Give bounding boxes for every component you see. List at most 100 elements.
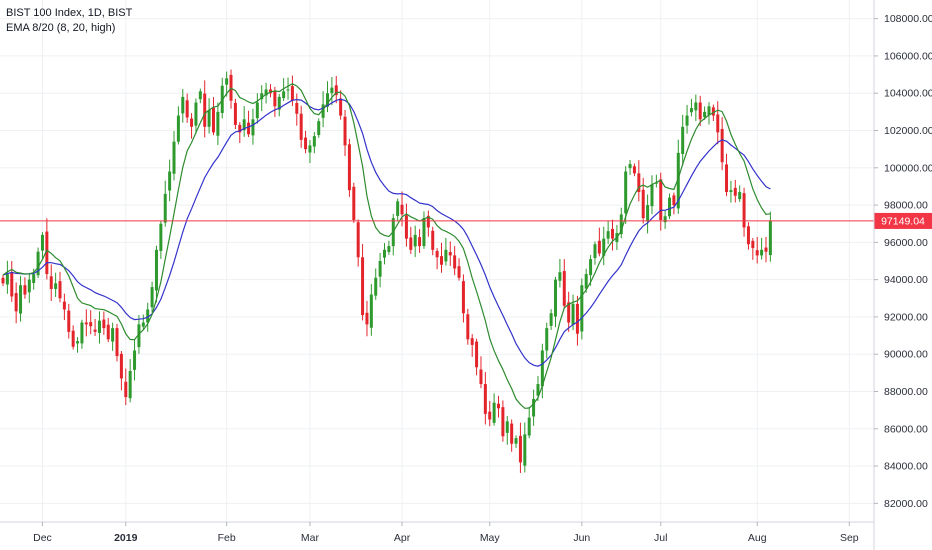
price-tick-label: 88000.00 [884, 386, 928, 398]
candle [755, 236, 759, 264]
candle [672, 192, 676, 215]
candle [378, 252, 382, 288]
candle [611, 219, 615, 251]
candle [391, 214, 395, 256]
candle [242, 106, 246, 137]
candle [593, 241, 597, 265]
candle [299, 105, 303, 148]
candle [580, 278, 584, 340]
candle [286, 77, 290, 100]
date-tick-label: Feb [218, 532, 236, 544]
candle [27, 272, 31, 303]
candle [23, 277, 27, 299]
date-tick-label: Jun [573, 532, 590, 544]
candle [554, 276, 558, 328]
candle [681, 114, 685, 166]
candle [67, 303, 71, 339]
price-tick-label: 100000.00 [884, 162, 932, 174]
candle [190, 113, 194, 139]
candle [194, 98, 198, 134]
candle [540, 343, 544, 399]
candle [141, 314, 145, 330]
candle [646, 194, 650, 234]
date-tick-label: Mar [301, 532, 320, 544]
candle [347, 138, 351, 197]
candle [404, 203, 408, 247]
candle [382, 243, 386, 265]
candle [602, 226, 606, 266]
candle [746, 222, 750, 250]
candle [663, 210, 667, 229]
candle [505, 415, 509, 445]
ema-20-line [2, 98, 771, 367]
candle [523, 422, 527, 473]
candle [606, 220, 610, 245]
candle [453, 246, 457, 276]
candle [628, 159, 632, 175]
candle [418, 229, 422, 253]
candle [707, 102, 711, 125]
candle [238, 122, 242, 143]
candle [124, 368, 128, 406]
candle [330, 76, 334, 106]
candle [440, 242, 443, 273]
candle [501, 400, 505, 442]
symbol-title[interactable]: BIST 100 Index, 1D, BIST [6, 7, 133, 19]
date-tick-label: Aug [748, 532, 767, 544]
candle [268, 84, 272, 98]
candle [36, 247, 40, 278]
candle [71, 325, 75, 350]
candle [369, 283, 373, 336]
candle [720, 117, 724, 171]
candle [545, 322, 549, 359]
candle [742, 187, 746, 237]
candle [760, 237, 764, 260]
candle [111, 322, 115, 351]
candle [10, 261, 14, 302]
candle [589, 255, 593, 286]
candle [308, 140, 312, 164]
candle [738, 185, 742, 202]
candle [54, 272, 58, 297]
candle [45, 218, 49, 280]
candle [49, 264, 53, 301]
candle [527, 406, 531, 439]
candle [76, 337, 80, 353]
candle [304, 130, 308, 154]
candle [374, 268, 378, 300]
date-tick-label: May [480, 532, 501, 544]
candle [637, 160, 641, 202]
candle [216, 102, 220, 146]
candle [282, 78, 286, 101]
candle [549, 309, 553, 330]
candle [751, 238, 755, 260]
grid [0, 0, 874, 522]
date-tick-label: Jul [654, 532, 667, 544]
candle [150, 281, 154, 313]
candle [532, 389, 536, 426]
candle [273, 86, 277, 117]
candle [488, 401, 492, 427]
price-tick-label: 104000.00 [884, 88, 932, 100]
candle [466, 308, 470, 345]
candle [62, 293, 66, 321]
indicator-label[interactable]: EMA 8/20 (8, 20, high) [6, 22, 116, 34]
time-axis[interactable]: Dec 2019 Feb Mar Apr May Jun Jul Aug Sep [33, 522, 859, 544]
candle [312, 131, 316, 154]
candle [80, 319, 84, 349]
candle [185, 93, 189, 123]
candle [84, 309, 88, 337]
price-tick-label: 92000.00 [884, 311, 928, 323]
candle [339, 90, 343, 120]
candle [457, 258, 461, 281]
candle [317, 118, 321, 138]
candle [334, 76, 338, 104]
candle [575, 295, 579, 346]
candles [1, 69, 772, 473]
candle [115, 324, 119, 362]
candle [694, 94, 698, 121]
candle [689, 98, 693, 117]
candle [733, 179, 737, 203]
